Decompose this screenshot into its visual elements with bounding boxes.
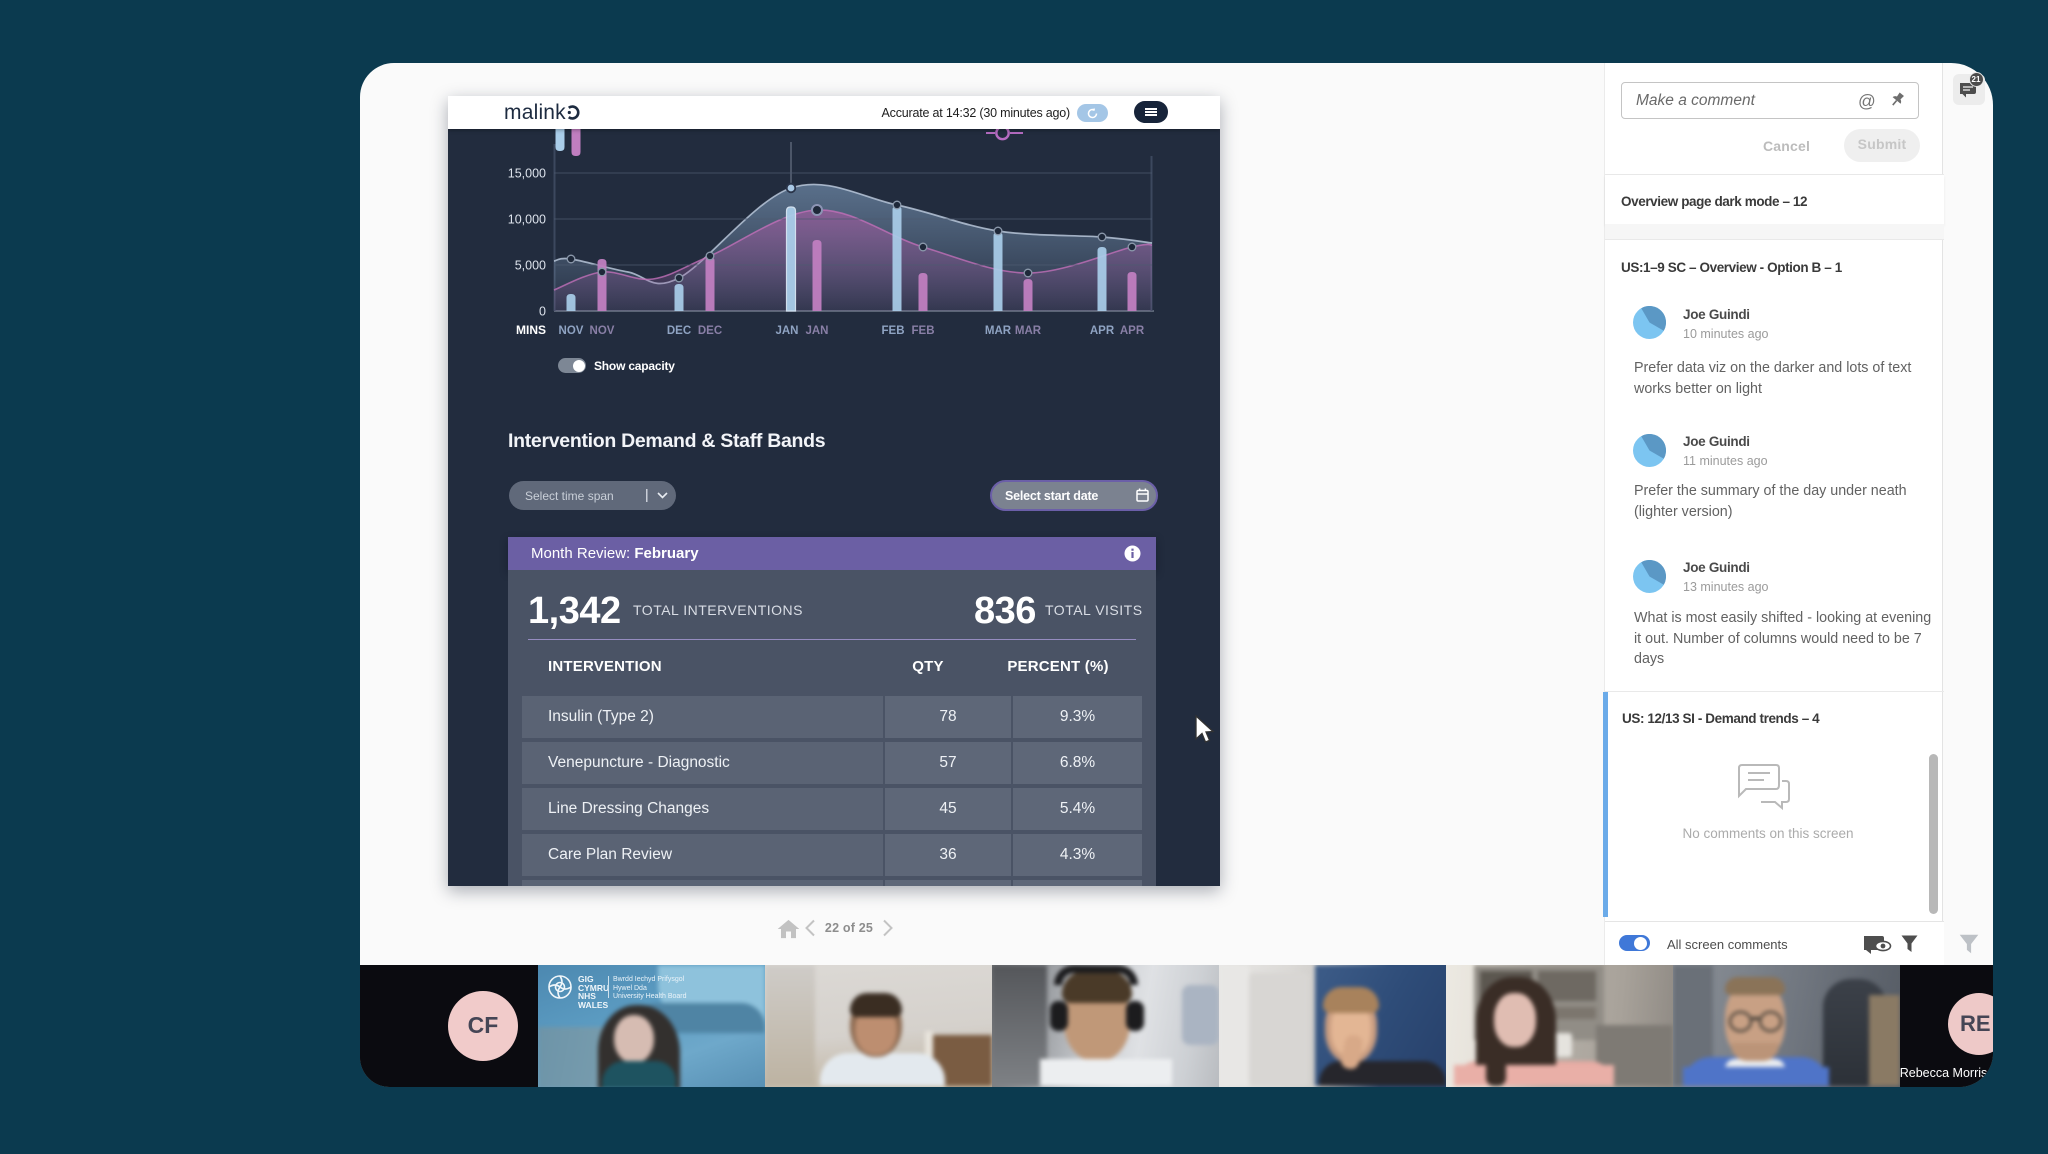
svg-text:MAR: MAR [985, 325, 1012, 337]
svg-text:APR: APR [1120, 325, 1145, 337]
svg-text:NOV: NOV [559, 325, 584, 337]
svg-text:0: 0 [539, 305, 546, 319]
svg-text:DEC: DEC [698, 325, 722, 337]
svg-text:JAN: JAN [805, 325, 828, 337]
svg-text:FEB: FEB [912, 325, 935, 337]
svg-text:APR: APR [1090, 325, 1115, 337]
svg-text:FEB: FEB [882, 325, 905, 337]
svg-text:5,000: 5,000 [515, 259, 546, 273]
svg-text:10,000: 10,000 [508, 213, 546, 227]
svg-text:MAR: MAR [1015, 325, 1042, 337]
svg-text:15,000: 15,000 [508, 167, 546, 181]
svg-text:JAN: JAN [775, 325, 798, 337]
svg-text:NOV: NOV [590, 325, 615, 337]
svg-text:MINS: MINS [516, 323, 546, 337]
svg-text:DEC: DEC [667, 325, 691, 337]
